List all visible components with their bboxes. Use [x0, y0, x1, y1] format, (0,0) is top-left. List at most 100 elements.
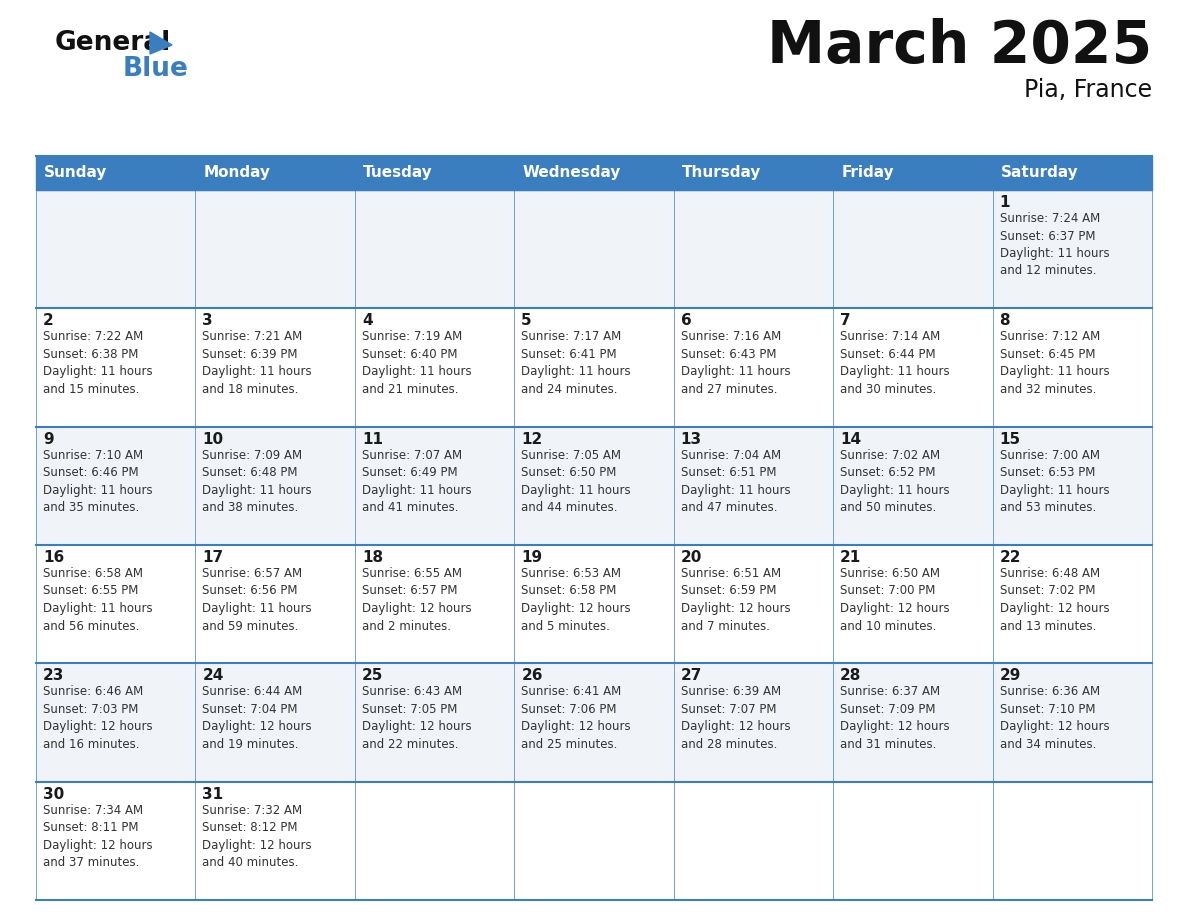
Text: Sunrise: 6:50 AM
Sunset: 7:00 PM
Daylight: 12 hours
and 10 minutes.: Sunrise: 6:50 AM Sunset: 7:00 PM Dayligh…: [840, 567, 949, 633]
Text: 9: 9: [43, 431, 53, 447]
Bar: [674, 545, 833, 664]
Text: Sunrise: 7:14 AM
Sunset: 6:44 PM
Daylight: 11 hours
and 30 minutes.: Sunrise: 7:14 AM Sunset: 6:44 PM Dayligh…: [840, 330, 949, 396]
Bar: [514, 308, 674, 427]
Bar: [514, 545, 674, 664]
Bar: [674, 308, 833, 427]
Bar: [992, 427, 1152, 545]
Text: Sunrise: 6:39 AM
Sunset: 7:07 PM
Daylight: 12 hours
and 28 minutes.: Sunrise: 6:39 AM Sunset: 7:07 PM Dayligh…: [681, 686, 790, 751]
Bar: [514, 190, 674, 308]
Bar: [992, 156, 1152, 190]
Bar: [36, 427, 196, 545]
Text: 23: 23: [43, 668, 64, 683]
Text: Sunrise: 7:04 AM
Sunset: 6:51 PM
Daylight: 11 hours
and 47 minutes.: Sunrise: 7:04 AM Sunset: 6:51 PM Dayligh…: [681, 449, 790, 514]
Bar: [833, 545, 992, 664]
Bar: [355, 781, 514, 900]
Text: 2: 2: [43, 313, 53, 329]
Text: Sunrise: 7:07 AM
Sunset: 6:49 PM
Daylight: 11 hours
and 41 minutes.: Sunrise: 7:07 AM Sunset: 6:49 PM Dayligh…: [362, 449, 472, 514]
Text: Sunrise: 7:32 AM
Sunset: 8:12 PM
Daylight: 12 hours
and 40 minutes.: Sunrise: 7:32 AM Sunset: 8:12 PM Dayligh…: [202, 803, 312, 869]
Bar: [992, 308, 1152, 427]
Text: Sunrise: 7:22 AM
Sunset: 6:38 PM
Daylight: 11 hours
and 15 minutes.: Sunrise: 7:22 AM Sunset: 6:38 PM Dayligh…: [43, 330, 152, 396]
Text: 27: 27: [681, 668, 702, 683]
Text: 12: 12: [522, 431, 543, 447]
Bar: [992, 545, 1152, 664]
Bar: [196, 545, 355, 664]
Bar: [674, 427, 833, 545]
Text: Friday: Friday: [841, 165, 893, 181]
Text: 22: 22: [999, 550, 1020, 565]
Text: Sunrise: 7:12 AM
Sunset: 6:45 PM
Daylight: 11 hours
and 32 minutes.: Sunrise: 7:12 AM Sunset: 6:45 PM Dayligh…: [999, 330, 1110, 396]
Bar: [514, 781, 674, 900]
Text: 18: 18: [362, 550, 383, 565]
Text: 14: 14: [840, 431, 861, 447]
Text: Sunrise: 7:05 AM
Sunset: 6:50 PM
Daylight: 11 hours
and 44 minutes.: Sunrise: 7:05 AM Sunset: 6:50 PM Dayligh…: [522, 449, 631, 514]
Bar: [196, 427, 355, 545]
Text: Sunrise: 7:16 AM
Sunset: 6:43 PM
Daylight: 11 hours
and 27 minutes.: Sunrise: 7:16 AM Sunset: 6:43 PM Dayligh…: [681, 330, 790, 396]
Text: Sunrise: 7:21 AM
Sunset: 6:39 PM
Daylight: 11 hours
and 18 minutes.: Sunrise: 7:21 AM Sunset: 6:39 PM Dayligh…: [202, 330, 312, 396]
Bar: [355, 190, 514, 308]
Text: Sunrise: 7:10 AM
Sunset: 6:46 PM
Daylight: 11 hours
and 35 minutes.: Sunrise: 7:10 AM Sunset: 6:46 PM Dayligh…: [43, 449, 152, 514]
Bar: [355, 664, 514, 781]
Bar: [355, 427, 514, 545]
Text: 30: 30: [43, 787, 64, 801]
Text: 28: 28: [840, 668, 861, 683]
Bar: [833, 156, 992, 190]
Text: Sunrise: 7:24 AM
Sunset: 6:37 PM
Daylight: 11 hours
and 12 minutes.: Sunrise: 7:24 AM Sunset: 6:37 PM Dayligh…: [999, 212, 1110, 277]
Bar: [36, 664, 196, 781]
Text: 5: 5: [522, 313, 532, 329]
Text: Sunrise: 6:53 AM
Sunset: 6:58 PM
Daylight: 12 hours
and 5 minutes.: Sunrise: 6:53 AM Sunset: 6:58 PM Dayligh…: [522, 567, 631, 633]
Text: Sunrise: 7:00 AM
Sunset: 6:53 PM
Daylight: 11 hours
and 53 minutes.: Sunrise: 7:00 AM Sunset: 6:53 PM Dayligh…: [999, 449, 1110, 514]
Text: 15: 15: [999, 431, 1020, 447]
Text: 24: 24: [202, 668, 223, 683]
Text: 29: 29: [999, 668, 1020, 683]
Polygon shape: [150, 32, 172, 54]
Bar: [196, 781, 355, 900]
Text: Sunrise: 6:41 AM
Sunset: 7:06 PM
Daylight: 12 hours
and 25 minutes.: Sunrise: 6:41 AM Sunset: 7:06 PM Dayligh…: [522, 686, 631, 751]
Bar: [36, 308, 196, 427]
Bar: [36, 545, 196, 664]
Bar: [674, 190, 833, 308]
Text: 21: 21: [840, 550, 861, 565]
Text: Sunrise: 6:37 AM
Sunset: 7:09 PM
Daylight: 12 hours
and 31 minutes.: Sunrise: 6:37 AM Sunset: 7:09 PM Dayligh…: [840, 686, 949, 751]
Text: 25: 25: [362, 668, 384, 683]
Text: Sunrise: 6:57 AM
Sunset: 6:56 PM
Daylight: 11 hours
and 59 minutes.: Sunrise: 6:57 AM Sunset: 6:56 PM Dayligh…: [202, 567, 312, 633]
Text: Sunrise: 6:58 AM
Sunset: 6:55 PM
Daylight: 11 hours
and 56 minutes.: Sunrise: 6:58 AM Sunset: 6:55 PM Dayligh…: [43, 567, 152, 633]
Text: Sunrise: 7:02 AM
Sunset: 6:52 PM
Daylight: 11 hours
and 50 minutes.: Sunrise: 7:02 AM Sunset: 6:52 PM Dayligh…: [840, 449, 949, 514]
Text: 6: 6: [681, 313, 691, 329]
Text: 7: 7: [840, 313, 851, 329]
Text: Pia, France: Pia, France: [1024, 78, 1152, 102]
Bar: [992, 664, 1152, 781]
Text: Sunrise: 6:51 AM
Sunset: 6:59 PM
Daylight: 12 hours
and 7 minutes.: Sunrise: 6:51 AM Sunset: 6:59 PM Dayligh…: [681, 567, 790, 633]
Text: March 2025: March 2025: [766, 18, 1152, 75]
Text: Sunrise: 6:48 AM
Sunset: 7:02 PM
Daylight: 12 hours
and 13 minutes.: Sunrise: 6:48 AM Sunset: 7:02 PM Dayligh…: [999, 567, 1110, 633]
Text: 13: 13: [681, 431, 702, 447]
Text: 31: 31: [202, 787, 223, 801]
Bar: [196, 190, 355, 308]
Bar: [36, 156, 196, 190]
Text: 8: 8: [999, 313, 1010, 329]
Bar: [833, 427, 992, 545]
Bar: [833, 781, 992, 900]
Text: Monday: Monday: [203, 165, 271, 181]
Bar: [674, 156, 833, 190]
Bar: [355, 156, 514, 190]
Bar: [833, 664, 992, 781]
Text: 10: 10: [202, 431, 223, 447]
Text: 4: 4: [362, 313, 373, 329]
Text: Sunrise: 6:55 AM
Sunset: 6:57 PM
Daylight: 12 hours
and 2 minutes.: Sunrise: 6:55 AM Sunset: 6:57 PM Dayligh…: [362, 567, 472, 633]
Text: 11: 11: [362, 431, 383, 447]
Bar: [355, 545, 514, 664]
Text: 17: 17: [202, 550, 223, 565]
Bar: [992, 781, 1152, 900]
Bar: [196, 156, 355, 190]
Bar: [36, 781, 196, 900]
Bar: [674, 781, 833, 900]
Bar: [355, 308, 514, 427]
Text: Tuesday: Tuesday: [362, 165, 432, 181]
Text: Thursday: Thursday: [682, 165, 762, 181]
Bar: [674, 664, 833, 781]
Text: 26: 26: [522, 668, 543, 683]
Text: Sunrise: 7:17 AM
Sunset: 6:41 PM
Daylight: 11 hours
and 24 minutes.: Sunrise: 7:17 AM Sunset: 6:41 PM Dayligh…: [522, 330, 631, 396]
Text: 19: 19: [522, 550, 543, 565]
Bar: [833, 308, 992, 427]
Text: 16: 16: [43, 550, 64, 565]
